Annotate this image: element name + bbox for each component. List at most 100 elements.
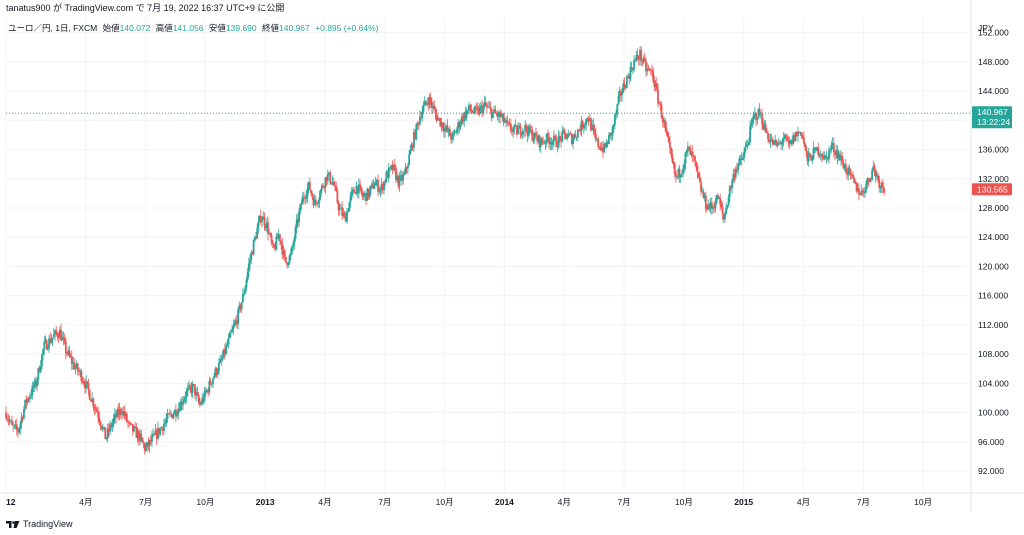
- candle-body: [111, 422, 114, 428]
- candle-body: [738, 158, 741, 165]
- candle-body: [846, 171, 848, 175]
- candle-body: [646, 68, 649, 72]
- candle-body: [500, 116, 503, 118]
- tradingview-footer: TradingView: [6, 518, 73, 530]
- candle-body: [438, 117, 440, 119]
- candle-body: [265, 222, 268, 229]
- candle-body: [757, 108, 760, 119]
- candle-body: [464, 112, 467, 118]
- candle-body: [80, 370, 83, 382]
- candle-body: [207, 389, 210, 393]
- candle-body: [803, 137, 805, 144]
- candle-body: [624, 87, 627, 89]
- candle-body: [636, 54, 639, 59]
- candle-body: [852, 174, 854, 179]
- candle-body: [588, 118, 591, 122]
- legend-symbol[interactable]: ユーロ／円, 1日, FXCM: [8, 23, 98, 33]
- secondary-price-tag[interactable]: [972, 183, 1012, 196]
- candle-body: [728, 186, 731, 198]
- candle-body: [296, 219, 299, 223]
- candle-body: [688, 146, 690, 148]
- candle-body: [810, 155, 812, 161]
- candle-body: [359, 184, 361, 187]
- candle-body: [563, 130, 566, 134]
- candle-body: [149, 440, 152, 443]
- candle-body: [391, 165, 394, 170]
- candle-body: [820, 154, 823, 157]
- candle-body: [220, 359, 223, 361]
- candle-body: [859, 194, 862, 196]
- candle-body: [196, 391, 199, 395]
- candle-body: [618, 91, 621, 97]
- candle-body: [210, 383, 213, 385]
- candle-body: [496, 114, 499, 117]
- candle-body: [671, 154, 674, 162]
- candle-body: [598, 146, 601, 148]
- candle-body: [390, 165, 393, 168]
- candle-body: [401, 175, 403, 181]
- candle-body: [557, 135, 560, 147]
- candle-body: [347, 211, 350, 213]
- candle-body: [343, 213, 346, 216]
- candle-body: [697, 172, 700, 178]
- candle-body: [617, 96, 620, 105]
- candle-body: [235, 320, 238, 325]
- candle-body: [130, 423, 133, 425]
- candle-body: [508, 123, 511, 124]
- candle-body: [669, 141, 671, 148]
- candle-body: [157, 427, 159, 439]
- candle-body: [133, 426, 135, 432]
- candle-body: [48, 338, 50, 349]
- candle-body: [208, 380, 211, 393]
- candle-body: [816, 147, 818, 151]
- candle-body: [801, 135, 804, 138]
- candle-body: [18, 428, 21, 433]
- candle-body: [550, 142, 553, 145]
- candle-body: [279, 234, 281, 241]
- candle-body: [192, 384, 195, 385]
- candle-body: [405, 167, 408, 169]
- legend-high-label: 高値: [155, 23, 173, 33]
- candle-body: [875, 175, 878, 177]
- candle-body: [70, 356, 73, 364]
- candle-body: [746, 144, 749, 146]
- candle-body: [213, 375, 216, 379]
- candle-body: [194, 384, 196, 396]
- candle-body: [195, 391, 198, 396]
- candle-body: [136, 430, 139, 438]
- candle-body: [237, 309, 239, 325]
- candle-body: [398, 176, 401, 187]
- y-tick-label: 144.000: [978, 86, 1009, 96]
- candle-body: [331, 181, 334, 184]
- candle-body: [679, 174, 682, 178]
- candle-body: [579, 130, 582, 132]
- candle-body: [476, 108, 479, 110]
- candle-body: [860, 190, 863, 195]
- candle-body: [774, 139, 777, 141]
- candle-body: [799, 132, 802, 133]
- candle-body: [627, 76, 629, 77]
- candle-body: [531, 130, 534, 141]
- candle-body: [840, 156, 842, 161]
- candle-body: [50, 339, 53, 343]
- candle-body: [710, 202, 713, 209]
- candle-body: [751, 119, 754, 124]
- last-price-tag[interactable]: [972, 106, 1012, 129]
- candle-body: [756, 118, 759, 121]
- candle-body: [494, 109, 497, 114]
- candle-body: [870, 178, 872, 180]
- candle-body: [798, 132, 801, 133]
- candle-body: [530, 130, 533, 132]
- candle-body: [877, 175, 879, 180]
- candle-body: [308, 181, 311, 191]
- candle-body: [661, 117, 664, 123]
- candle-body: [101, 427, 104, 430]
- candle-body: [454, 132, 457, 134]
- candle-body: [84, 383, 86, 389]
- candle-body: [823, 155, 826, 160]
- candle-body: [460, 116, 463, 124]
- candle-body: [838, 153, 841, 161]
- candle-body: [698, 177, 701, 183]
- candle-body: [452, 133, 455, 135]
